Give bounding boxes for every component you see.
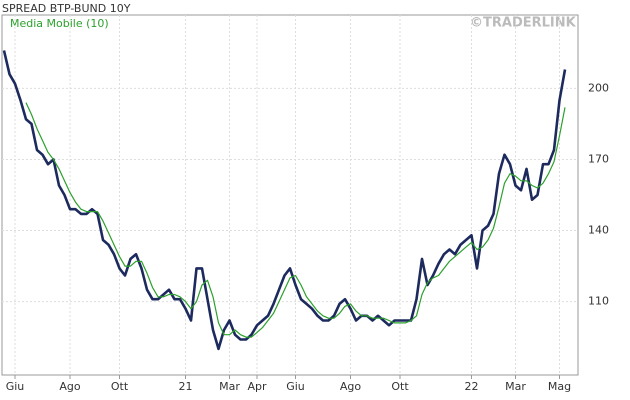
series-line xyxy=(25,102,566,338)
x-tick-label: Giu xyxy=(6,380,25,393)
y-tick-label: 110 xyxy=(588,295,609,308)
legend-entry: SPREAD BTP-BUND 10Y xyxy=(2,2,131,15)
x-tick-label: Mar xyxy=(219,380,240,393)
x-tick-label: Ott xyxy=(391,380,409,393)
y-tick-label: 140 xyxy=(588,224,609,237)
x-tick-label: Mar xyxy=(505,380,526,393)
x-tick-label: Ago xyxy=(59,380,81,393)
x-tick-label: Apr xyxy=(247,380,267,393)
x-tick-label: Mag xyxy=(548,380,571,393)
series-line xyxy=(2,50,567,351)
x-tick-label: Giu xyxy=(286,380,305,393)
y-tick-label: 170 xyxy=(588,152,609,165)
x-tick-label: 22 xyxy=(465,380,479,393)
y-tick-label: 200 xyxy=(588,81,609,94)
x-tick-label: Ago xyxy=(340,380,362,393)
legend-entry: Media Mobile (10) xyxy=(10,17,109,30)
x-tick-label: 21 xyxy=(179,380,193,393)
x-tick-label: Ott xyxy=(111,380,129,393)
watermark: ©TRADERLINK xyxy=(470,16,577,31)
plot-frame xyxy=(1,14,579,376)
